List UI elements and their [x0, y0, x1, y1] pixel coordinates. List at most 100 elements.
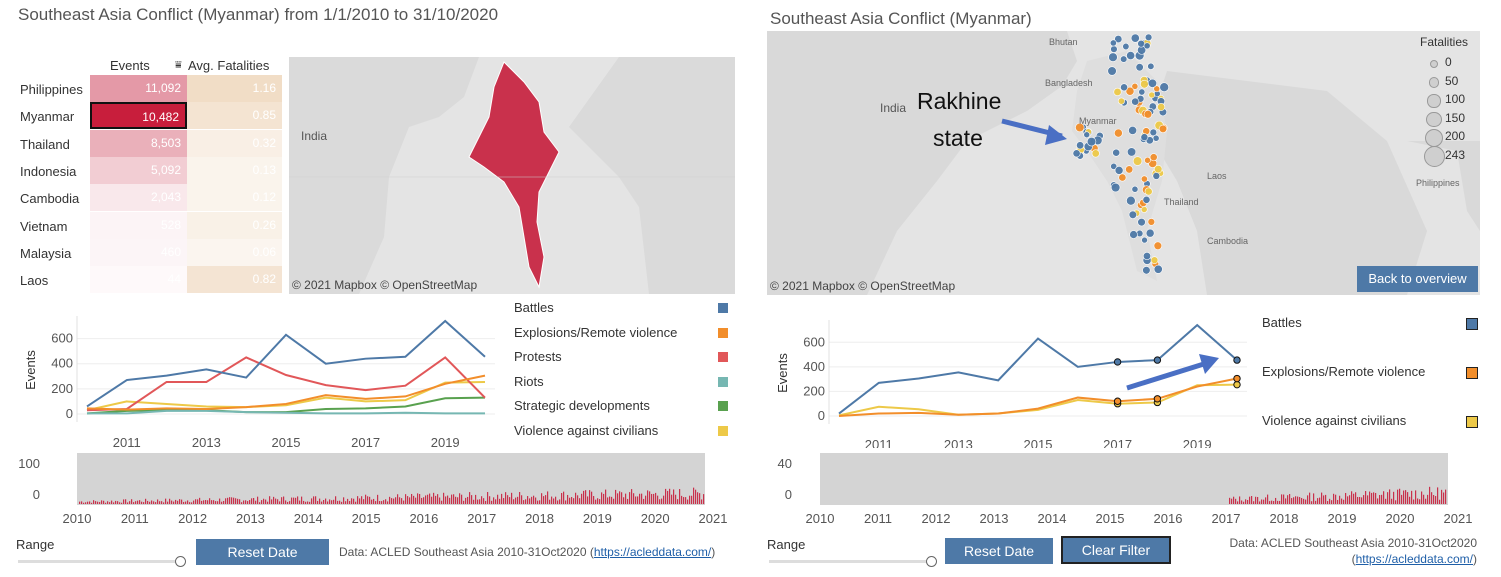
left-timeline-chart[interactable]: 0 100 2010 2011 2012 2013 2014 2015 2016 2017 2018…: [15, 450, 737, 535]
right-reset-date-button[interactable]: Reset Date: [945, 538, 1053, 564]
timeline-bar: [293, 497, 295, 504]
table-cell-events[interactable]: 44: [90, 266, 187, 293]
timeline-bar: [1343, 499, 1345, 504]
legend-swatch[interactable]: [718, 327, 728, 338]
right-timeline-chart[interactable]: 0 40 2010 2011 2012 2013 2014 2015 2016 2017 2018 2…: [767, 450, 1489, 535]
size-legend-label: 50: [1445, 73, 1459, 88]
legend-label[interactable]: Explosions/Remote violence: [1262, 364, 1426, 379]
timeline-bar: [447, 495, 449, 504]
timeline-bar: [347, 498, 349, 504]
event-dot: [1135, 63, 1144, 72]
timeline-bar: [1269, 501, 1271, 504]
legend-swatch[interactable]: [1466, 367, 1478, 379]
table-cell-fatalities[interactable]: 1.16: [187, 75, 282, 102]
col-fatal-header[interactable]: Avg. Fatalities: [188, 58, 270, 73]
right-range-handle[interactable]: [926, 556, 937, 567]
table-cell-events[interactable]: 11,092: [90, 75, 187, 102]
table-cell-events[interactable]: 2,043: [90, 184, 187, 212]
timeline-bar: [699, 493, 701, 504]
table-row-country[interactable]: Cambodia: [20, 191, 80, 207]
table-row-country[interactable]: Laos: [20, 273, 49, 289]
legend-label[interactable]: Explosions/Remote violence: [514, 324, 678, 340]
table-row-country[interactable]: Myanmar: [20, 109, 75, 125]
back-to-overview-button[interactable]: Back to overview: [1357, 266, 1478, 292]
rmap-label-cambodia: Cambodia: [1207, 236, 1249, 246]
event-dot: [1153, 264, 1163, 274]
timeline-bar: [219, 498, 221, 504]
timeline-bar: [1287, 495, 1289, 504]
legend-swatch[interactable]: [1466, 416, 1478, 428]
timeline-bar: [573, 498, 575, 504]
table-cell-fatalities[interactable]: 0.85: [187, 102, 282, 130]
timeline-bar: [315, 496, 317, 504]
table-row-country[interactable]: Vietnam: [20, 218, 68, 234]
table-cell-events[interactable]: 8,503: [90, 129, 187, 157]
table-cell-events[interactable]: 5,092: [90, 156, 187, 184]
timeline-bar: [1415, 490, 1417, 504]
legend-swatch[interactable]: [718, 426, 728, 436]
left-map[interactable]: India © 2021 Mapbox © OpenStreetMap: [289, 57, 735, 294]
table-row-country[interactable]: Thailand: [20, 136, 70, 152]
right-map[interactable]: Rakhine state India Bangladesh Bhutan My…: [767, 31, 1480, 295]
series-line: [838, 377, 1238, 417]
left-source-link[interactable]: https://acleddata.com/: [593, 545, 712, 559]
table-row-country[interactable]: Malaysia: [20, 245, 72, 261]
legend-swatch[interactable]: [718, 352, 728, 363]
legend-label[interactable]: Violence against civilians: [514, 423, 659, 438]
timeline-bar: [333, 499, 335, 504]
table-cell-fatalities[interactable]: 0.13: [187, 156, 282, 184]
timeline-bar: [1427, 494, 1429, 504]
col-events-header[interactable]: Events: [110, 58, 150, 73]
left-range-slider[interactable]: [18, 556, 186, 567]
legend-swatch[interactable]: [718, 401, 728, 412]
table-cell-fatalities[interactable]: 0.26: [187, 211, 282, 239]
timeline-bar: [119, 502, 121, 504]
timeline-bar: [303, 500, 305, 504]
timeline-bar: [1405, 490, 1407, 504]
x-tick-label: 2018: [1270, 511, 1299, 526]
legend-label[interactable]: Strategic developments: [514, 398, 650, 414]
table-cell-events[interactable]: 460: [90, 238, 187, 266]
timeline-bar: [399, 497, 401, 504]
x-tick-label: 2010: [806, 511, 835, 526]
timeline-bar: [147, 500, 149, 504]
table-row-country[interactable]: Indonesia: [20, 163, 77, 179]
table-cell-events[interactable]: 10,482: [90, 102, 187, 130]
left-range-handle[interactable]: [175, 556, 186, 567]
legend-label[interactable]: Battles: [1262, 315, 1302, 330]
table-row-country[interactable]: Philippines: [20, 82, 83, 97]
timeline-bar: [339, 500, 341, 504]
table-cell-fatalities[interactable]: 0.06: [187, 238, 282, 266]
clear-filter-button[interactable]: Clear Filter: [1061, 536, 1171, 564]
timeline-bar: [1297, 496, 1299, 504]
right-range-slider[interactable]: [769, 556, 937, 567]
timeline-bar: [83, 502, 85, 504]
table-cell-fatalities[interactable]: 0.12: [187, 184, 282, 212]
timeline-bar: [1431, 492, 1433, 504]
timeline-bar: [87, 501, 89, 504]
size-legend-circle: [1427, 94, 1441, 108]
timeline-bar: [529, 498, 531, 504]
event-dot: [1159, 82, 1169, 92]
legend-label[interactable]: Battles: [514, 300, 554, 315]
table-cell-events[interactable]: 528: [90, 211, 187, 239]
timeline-bar: [317, 500, 319, 504]
table-cell-fatalities[interactable]: 0.32: [187, 129, 282, 157]
left-reset-date-button[interactable]: Reset Date: [196, 539, 329, 565]
legend-swatch[interactable]: [1466, 318, 1478, 330]
legend-label[interactable]: Violence against civilians: [1262, 413, 1407, 428]
timeline-bar: [143, 502, 145, 504]
x-tick-label: 2017: [1212, 511, 1241, 526]
sort-descending-icon[interactable]: ⩸: [175, 59, 182, 71]
legend-swatch[interactable]: [718, 376, 728, 387]
legend-swatch[interactable]: [718, 303, 728, 313]
selection-mask: [820, 453, 1448, 505]
right-title: Southeast Asia Conflict (Myanmar): [770, 9, 1032, 28]
timeline-bar: [1313, 493, 1315, 504]
timeline-bar: [327, 501, 329, 504]
legend-label[interactable]: Riots: [514, 373, 544, 389]
table-cell-fatalities[interactable]: 0.82: [187, 266, 282, 294]
timeline-bar: [639, 493, 641, 504]
right-source-link[interactable]: https://acleddata.com/: [1355, 552, 1473, 566]
legend-label[interactable]: Protests: [514, 349, 562, 365]
